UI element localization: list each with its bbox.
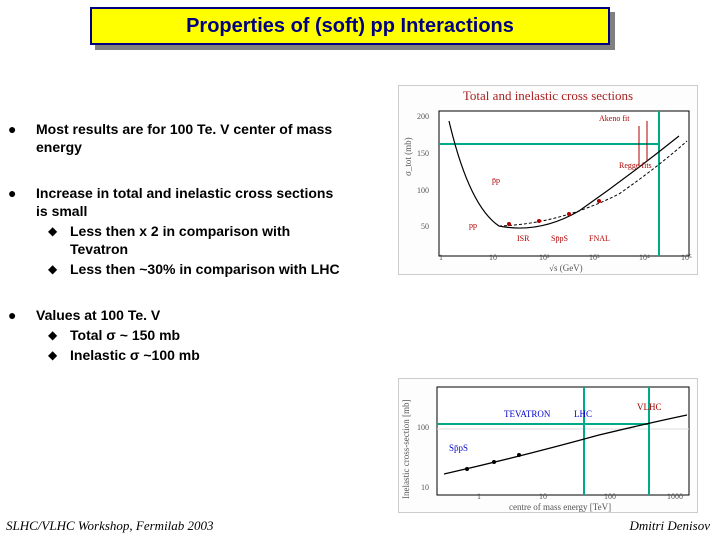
sub-text: Less then x 2 in comparison with Tevatro… <box>70 222 348 258</box>
title-container: Properties of (soft) pp Interactions <box>90 7 610 45</box>
bullet-list: ● Most results are for 100 Te. V center … <box>8 120 348 392</box>
chart-annotation: Regge fits <box>619 161 652 170</box>
ytick: 100 <box>417 423 429 432</box>
sub-marker: ◆ <box>48 346 70 364</box>
sub-item: ◆ Inelastic σ ~100 mb <box>36 346 200 364</box>
chart-annotation: Sp̄pS <box>449 443 468 453</box>
chart-ylabel: Inelastic cross-section [mb] <box>401 400 411 499</box>
data-point <box>465 467 469 471</box>
sub-item: ◆ Less then ~30% in comparison with LHC <box>36 260 348 278</box>
xtick: 10 <box>539 492 547 501</box>
chart-ylabel: σ_tot (mb) <box>403 137 413 176</box>
chart-total-inelastic: Total and inelastic cross sections σ_tot… <box>398 85 698 275</box>
xtick: 1000 <box>667 492 683 501</box>
chart-annotation: p̄p <box>492 176 500 185</box>
bullet-marker: ● <box>8 184 36 278</box>
data-point <box>517 453 521 457</box>
xtick: 10² <box>539 253 549 262</box>
bullet-marker: ● <box>8 306 36 364</box>
sub-text: Less then ~30% in comparison with LHC <box>70 260 340 278</box>
slide-root: Properties of (soft) pp Interactions ● M… <box>0 0 720 540</box>
chart-inelastic-vs-energy: Inelastic cross-section [mb] centre of m… <box>398 378 698 513</box>
sub-list: ◆ Less then x 2 in comparison with Tevat… <box>36 222 348 278</box>
bullet-item: ● Values at 100 Te. V ◆ Total σ ~ 150 mb… <box>8 306 348 364</box>
sub-item: ◆ Total σ ~ 150 mb <box>36 326 200 344</box>
ytick: 200 <box>417 112 429 121</box>
data-point <box>492 460 496 464</box>
footer-left: SLHC/VLHC Workshop, Fermilab 2003 <box>6 518 214 534</box>
chart-annotation: LHC <box>574 409 592 419</box>
bullet-marker: ● <box>8 120 36 156</box>
bullet-text: Most results are for 100 Te. V center of… <box>36 120 348 156</box>
title-box: Properties of (soft) pp Interactions <box>90 7 610 45</box>
bullet-item: ● Most results are for 100 Te. V center … <box>8 120 348 156</box>
chart-annotation: VLHC <box>637 402 662 412</box>
chart-annotation: pp <box>469 221 477 230</box>
xtick: 1 <box>439 253 443 262</box>
sub-marker: ◆ <box>48 326 70 344</box>
chart-annotation: FNAL <box>589 234 610 243</box>
chart-annotation: Akeno fit <box>599 114 629 123</box>
sub-marker: ◆ <box>48 222 70 258</box>
xtick: 10⁵ <box>681 253 692 262</box>
chart-annotation: Sp̄pS <box>551 234 568 243</box>
sub-list: ◆ Total σ ~ 150 mb ◆ Inelastic σ ~100 mb <box>36 326 200 364</box>
chart-xlabel: √s (GeV) <box>549 263 583 273</box>
data-point <box>537 219 541 223</box>
sub-text: Inelastic σ ~100 mb <box>70 346 200 364</box>
data-point <box>567 212 571 216</box>
xtick: 10 <box>489 253 497 262</box>
xtick: 100 <box>604 492 616 501</box>
footer-right: Dmitri Denisov <box>629 518 710 534</box>
bullet-item: ● Increase in total and inelastic cross … <box>8 184 348 278</box>
data-point <box>507 222 511 226</box>
ytick: 50 <box>421 222 429 231</box>
ytick: 100 <box>417 186 429 195</box>
xtick: 1 <box>477 492 481 501</box>
chart-annotation: ISR <box>517 234 529 243</box>
sub-marker: ◆ <box>48 260 70 278</box>
ytick: 10 <box>421 483 429 492</box>
chart-plot-area <box>399 106 699 276</box>
chart-annotation: TEVATRON <box>504 409 550 419</box>
slide-title: Properties of (soft) pp Interactions <box>186 15 514 38</box>
xtick: 10³ <box>589 253 599 262</box>
data-point <box>597 199 601 203</box>
chart-xlabel: centre of mass energy [TeV] <box>509 502 611 512</box>
xtick: 10⁴ <box>639 253 650 262</box>
ytick: 150 <box>417 149 429 158</box>
chart-title: Total and inelastic cross sections <box>399 86 697 106</box>
chart-plot-area <box>399 379 699 514</box>
bullet-text: Values at 100 Te. V <box>36 306 200 324</box>
sub-item: ◆ Less then x 2 in comparison with Tevat… <box>36 222 348 258</box>
bullet-text: Increase in total and inelastic cross se… <box>36 184 348 220</box>
sub-text: Total σ ~ 150 mb <box>70 326 180 344</box>
